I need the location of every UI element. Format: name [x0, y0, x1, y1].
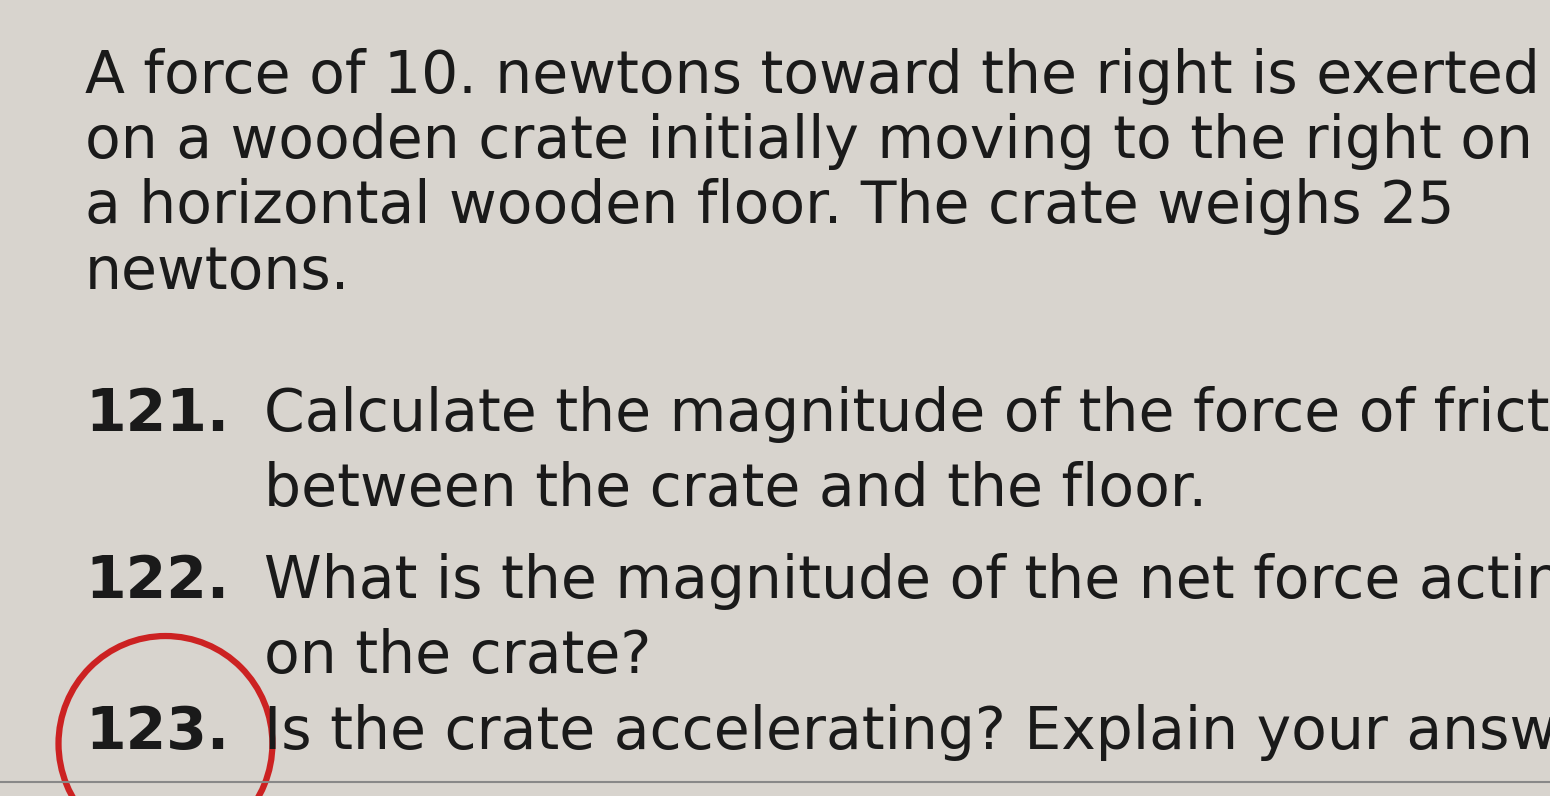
Text: Calculate the magnitude of the force of friction
between the crate and the floor: Calculate the magnitude of the force of …	[264, 386, 1550, 518]
Text: newtons.: newtons.	[85, 244, 350, 301]
Text: 122.: 122.	[85, 553, 229, 611]
Text: A force of 10. newtons toward the right is exerted: A force of 10. newtons toward the right …	[85, 48, 1541, 105]
Text: 121.: 121.	[85, 386, 229, 443]
Text: Is the crate accelerating? Explain your answer.: Is the crate accelerating? Explain your …	[264, 704, 1550, 762]
Text: 123.: 123.	[85, 704, 229, 762]
Text: on a wooden crate initially moving to the right on: on a wooden crate initially moving to th…	[85, 113, 1533, 170]
Text: What is the magnitude of the net force acting
on the crate?: What is the magnitude of the net force a…	[264, 553, 1550, 685]
Text: a horizontal wooden floor. The crate weighs 25: a horizontal wooden floor. The crate wei…	[85, 178, 1455, 236]
